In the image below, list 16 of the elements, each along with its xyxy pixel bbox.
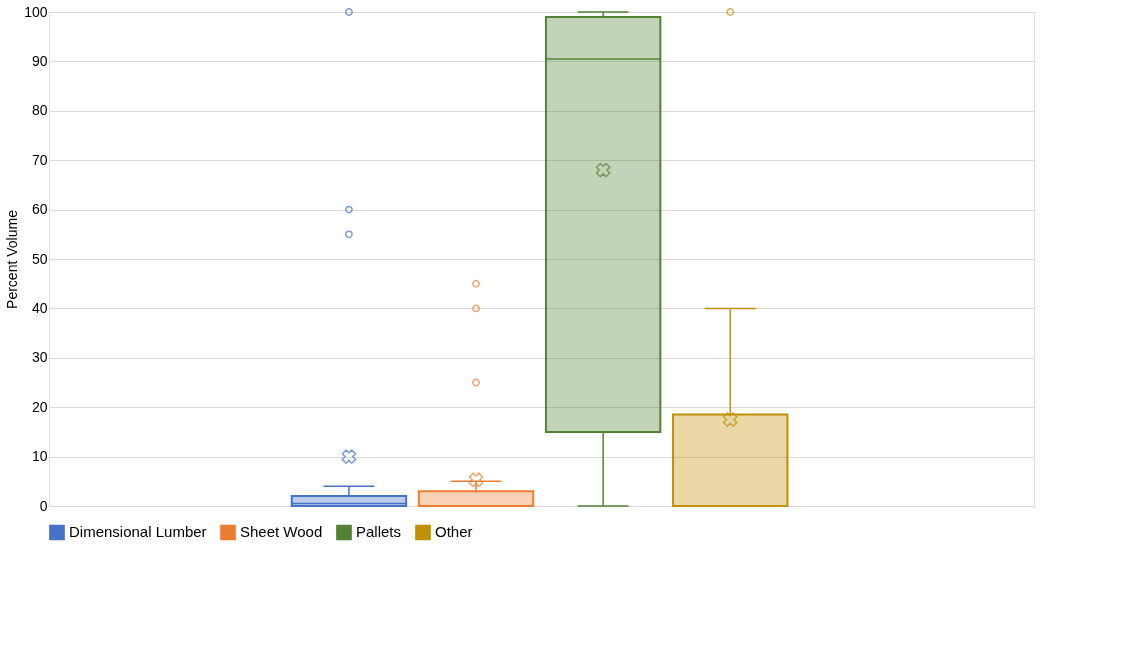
y-tick-label: 0: [39, 497, 48, 514]
y-tick-label: 10: [31, 448, 48, 465]
y-tick-label: 60: [31, 201, 48, 218]
y-tick-label: 20: [31, 398, 48, 415]
y-tick-label: 80: [31, 102, 48, 119]
y-tick-label: 70: [31, 151, 48, 168]
legend-label: Sheet Wood: [240, 523, 323, 541]
legend-label: Other: [435, 523, 473, 541]
y-tick-label: 50: [31, 250, 48, 267]
y-tick-label: 90: [31, 52, 48, 69]
y-tick-label: 40: [31, 299, 48, 316]
legend-label: Pallets: [356, 523, 402, 541]
y-axis-title: Percent Volume: [4, 209, 21, 309]
y-tick-label: 100: [24, 3, 48, 20]
y-tick-label: 30: [31, 349, 48, 366]
legend-label: Dimensional Lumber: [69, 523, 207, 541]
